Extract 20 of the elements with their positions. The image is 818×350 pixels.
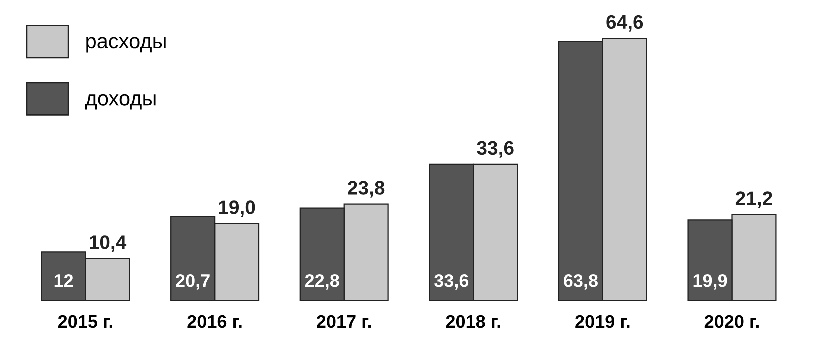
x-tick-label: 2015 г.: [58, 315, 112, 328]
data-label: 23,8: [348, 181, 385, 198]
legend-label: доходы: [85, 94, 156, 110]
x-tick-label: 2018 г.: [446, 315, 500, 328]
x-tick-label: 2019 г.: [576, 315, 630, 328]
legend-label: расходы: [86, 37, 166, 53]
data-label: 64,6: [606, 15, 644, 32]
data-label: 19,9: [694, 274, 728, 290]
data-label: 63,8: [564, 274, 598, 290]
x-tick-label: 2017 г.: [317, 315, 372, 328]
data-label: 21,2: [736, 192, 772, 208]
data-label: 33,6: [477, 141, 514, 158]
data-label: 33,6: [434, 274, 469, 290]
data-label: 22,8: [305, 274, 340, 290]
data-label: 20,7: [176, 274, 210, 290]
data-label: 10,4: [90, 236, 127, 252]
x-tick-label: 2016 г.: [188, 315, 242, 328]
x-tick-label: 2020 г.: [704, 315, 759, 328]
data-label: 19,0: [219, 200, 256, 218]
data-label: 12: [54, 274, 74, 288]
